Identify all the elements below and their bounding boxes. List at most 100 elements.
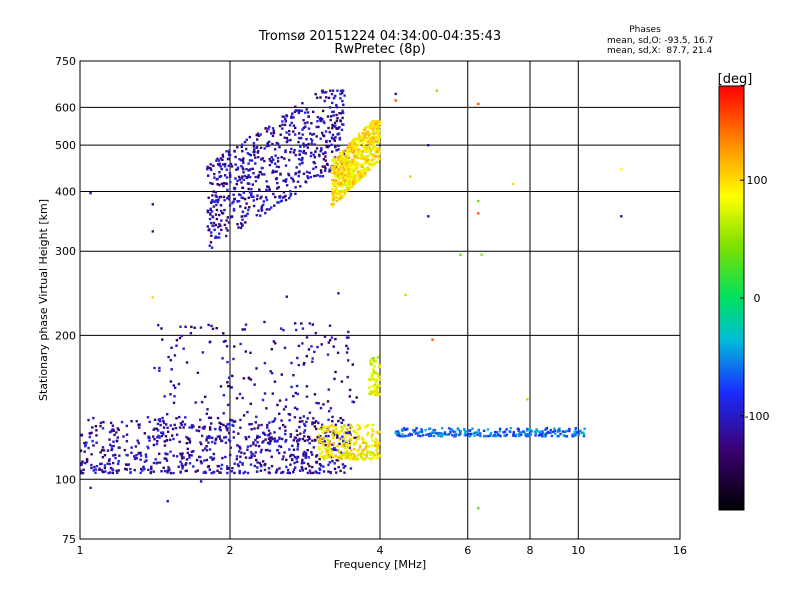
data-point [295,328,298,332]
data-point [306,146,309,149]
data-point [310,142,313,145]
data-point [322,455,326,458]
data-point [443,431,447,434]
data-point [257,175,260,178]
data-point [333,446,336,450]
data-point [298,132,301,135]
data-point [331,159,334,162]
data-point [367,134,371,137]
data-point [417,434,420,437]
data-point [255,214,258,217]
data-point [335,149,338,152]
data-point [366,148,369,152]
data-point [373,390,376,393]
data-point [246,445,249,448]
data-point [424,433,428,437]
data-point [223,223,227,227]
data-point [376,446,379,450]
data-point [139,467,143,471]
data-point [133,455,136,458]
data-point [332,168,335,172]
data-point [310,345,313,348]
data-point [345,443,349,446]
data-point [368,138,372,141]
data-point [534,434,537,437]
data-point [249,153,252,157]
data-point [334,136,337,139]
data-point [228,440,232,443]
data-point [218,425,222,429]
data-point [351,363,354,366]
data-point [295,384,299,388]
data-point [537,434,541,437]
data-point [344,455,347,458]
data-point [362,174,365,178]
data-point [259,197,262,200]
data-point [161,416,164,420]
data-point [305,355,308,358]
data-point [84,445,87,448]
data-point [492,434,495,438]
data-point [373,163,376,167]
data-point [375,160,379,164]
data-point [503,430,507,433]
data-point [300,158,303,162]
data-point [179,471,182,474]
data-point [410,433,413,436]
data-point [223,174,227,177]
data-point [254,444,258,447]
data-point [341,111,345,115]
data-point [120,420,124,424]
data-point [378,122,381,125]
data-point [255,415,258,418]
data-point [261,157,264,160]
data-point [330,115,333,118]
data-point [375,120,378,123]
data-point [352,443,356,446]
data-point [340,429,343,433]
data-point [259,171,262,174]
data-point [231,202,234,205]
data-point [182,456,185,459]
data-point [92,416,95,420]
data-point [378,130,381,133]
data-point [303,450,306,454]
data-point [396,432,399,435]
data-point [226,360,229,364]
data-point [327,434,330,438]
data-point [210,221,213,225]
data-point [201,351,204,354]
data-point [376,451,379,454]
data-point [341,428,344,431]
data-point [200,400,204,404]
data-point [236,146,239,149]
data-point [341,181,344,184]
data-point [289,138,292,142]
data-point [94,468,97,471]
data-point [284,432,287,436]
data-point [241,166,244,169]
data-point [80,449,83,453]
data-point [346,154,349,158]
data-point [300,109,304,113]
data-point [272,129,275,132]
data-point [371,423,375,427]
data-point [361,132,364,135]
data-point [349,467,353,470]
data-point [335,103,338,107]
data-point [314,93,317,96]
data-point [179,453,182,456]
data-point [264,438,267,441]
data-point [188,440,192,443]
data-point [249,444,252,448]
x-tick-label: 2 [227,544,234,557]
data-point [164,435,168,438]
data-point [220,439,223,443]
data-point [351,151,354,154]
data-point [80,433,83,436]
data-point [246,448,249,451]
data-point [248,159,252,162]
data-point [317,421,320,425]
data-point [377,372,380,375]
data-point [336,158,340,161]
